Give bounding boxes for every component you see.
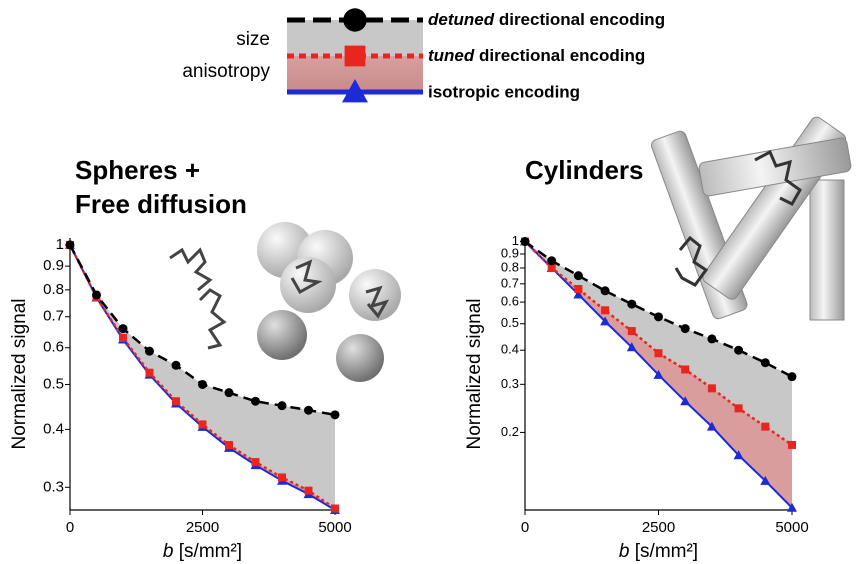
marker — [573, 271, 583, 281]
marker — [734, 345, 744, 355]
legend-label: detuned directional encoding — [428, 10, 665, 29]
y-tick-label: 0.2 — [501, 424, 519, 439]
y-tick-label: 0.5 — [43, 375, 64, 392]
marker — [225, 441, 233, 450]
y-tick-label: 0.3 — [501, 376, 519, 391]
marker — [277, 401, 287, 411]
y-tick-label: 0.8 — [501, 259, 519, 274]
marker — [573, 289, 584, 299]
marker — [331, 504, 339, 513]
marker — [653, 369, 664, 379]
marker — [520, 237, 530, 247]
marker — [172, 397, 180, 406]
marker — [304, 486, 313, 495]
marker — [118, 324, 128, 334]
marker — [145, 346, 154, 356]
marker — [278, 473, 286, 482]
y-axis-label: Normalized signal — [464, 298, 485, 449]
y-tick-label: 0.3 — [43, 478, 64, 495]
marker — [787, 502, 797, 512]
y-tick-label: 0.7 — [501, 275, 519, 290]
marker — [761, 422, 770, 431]
marker — [198, 379, 207, 389]
marker — [627, 299, 637, 309]
sphere-illustration — [169, 222, 401, 382]
y-tick-label: 1 — [512, 233, 519, 248]
marker — [171, 360, 181, 370]
marker — [600, 286, 610, 296]
x-tick-label: 0 — [66, 519, 74, 536]
y-tick-label: 0.8 — [43, 281, 64, 298]
x-axis-label: b [s/mm²] — [619, 541, 698, 562]
marker — [787, 372, 797, 382]
legend-label: isotropic encoding — [428, 82, 580, 101]
y-tick-label: 0.9 — [501, 245, 519, 260]
marker — [706, 421, 717, 431]
marker — [198, 420, 207, 429]
legend-label: size — [236, 29, 270, 50]
marker — [681, 365, 690, 374]
cylinder-illustration — [651, 116, 852, 321]
y-tick-label: 0.6 — [43, 339, 64, 356]
marker — [574, 285, 583, 294]
y-tick-label: 0.4 — [501, 342, 519, 357]
legend-marker — [342, 78, 369, 103]
x-axis-label: b [s/mm²] — [163, 541, 242, 562]
marker — [707, 334, 717, 344]
y-axis-label: Normalized signal — [9, 298, 30, 449]
x-tick-label: 5000 — [318, 519, 351, 536]
marker — [680, 396, 691, 406]
marker — [627, 327, 636, 336]
x-tick-label: 2500 — [642, 519, 675, 536]
y-tick-label: 0.4 — [43, 420, 64, 437]
marker — [547, 256, 557, 266]
marker — [601, 306, 610, 315]
y-tick-label: 0.7 — [43, 308, 64, 325]
series-line — [68, 244, 336, 510]
x-tick-label: 0 — [521, 519, 529, 536]
marker — [733, 450, 744, 460]
y-tick-label: 1 — [56, 236, 64, 253]
marker — [224, 388, 234, 398]
marker — [65, 240, 75, 250]
marker — [707, 384, 716, 393]
chart-title: Spheres + — [75, 155, 200, 185]
marker — [600, 316, 611, 326]
marker — [626, 342, 637, 352]
legend-marker — [344, 45, 366, 67]
x-tick-label: 5000 — [775, 519, 808, 536]
legend-marker — [343, 8, 367, 32]
marker — [654, 349, 663, 358]
legend-label: tuned directional encoding — [428, 46, 645, 65]
marker — [251, 458, 260, 467]
marker — [92, 290, 101, 300]
marker — [788, 440, 796, 449]
marker — [251, 396, 260, 406]
marker — [547, 263, 556, 272]
marker — [680, 324, 690, 334]
legend-label: anisotropy — [182, 61, 270, 82]
chart-title: Cylinders — [525, 155, 644, 185]
y-tick-label: 0.9 — [43, 257, 64, 274]
shaded-area — [70, 244, 335, 511]
marker — [330, 410, 340, 420]
chart-title: Free diffusion — [75, 189, 247, 219]
y-tick-label: 0.6 — [501, 294, 519, 309]
marker — [145, 368, 154, 377]
marker — [304, 405, 313, 415]
marker — [760, 475, 771, 485]
marker — [760, 358, 770, 368]
y-tick-label: 0.5 — [501, 315, 519, 330]
marker — [734, 404, 743, 413]
x-tick-label: 2500 — [186, 519, 219, 536]
marker — [654, 312, 663, 322]
marker — [119, 333, 127, 342]
